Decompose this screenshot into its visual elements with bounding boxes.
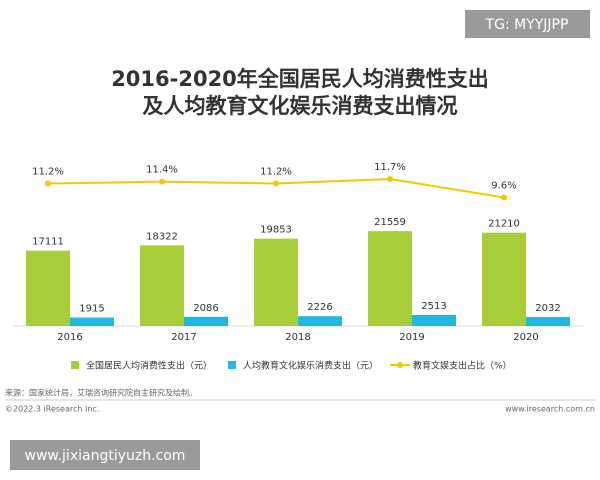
watermark-top: TG: MYYJJPP bbox=[485, 17, 569, 33]
legend-label: 全国居民人均消费性支出（元） bbox=[86, 360, 212, 372]
copyright: ©2022.3 iResearch Inc. bbox=[5, 405, 99, 414]
source: 来源：国家统计局，艾瑞咨询研究院自主研究及绘制。 bbox=[5, 388, 197, 398]
data-label: 2032 bbox=[535, 303, 560, 314]
bar bbox=[26, 250, 70, 326]
legend-label: 教育文娱支出占比（%） bbox=[413, 360, 512, 372]
bar bbox=[412, 314, 456, 326]
legend-swatch bbox=[228, 361, 236, 369]
bar bbox=[184, 316, 228, 326]
data-label: 21210 bbox=[488, 219, 520, 230]
data-label: 2513 bbox=[421, 301, 446, 312]
bar bbox=[298, 316, 342, 326]
bar bbox=[526, 317, 570, 326]
data-label: 11.4% bbox=[146, 165, 178, 176]
data-label: 21559 bbox=[374, 217, 406, 228]
line-point bbox=[501, 194, 507, 201]
data-label: 19853 bbox=[260, 225, 292, 236]
data-label: 17111 bbox=[32, 237, 64, 248]
legend-swatch bbox=[397, 362, 403, 368]
data-label: 2086 bbox=[193, 303, 218, 314]
line-point bbox=[159, 178, 165, 185]
bar bbox=[254, 238, 298, 326]
legend-label: 人均教育文化娱乐消费支出（元） bbox=[243, 360, 378, 372]
x-tick-label: 2018 bbox=[285, 332, 310, 343]
watermark-box bbox=[465, 10, 590, 38]
bar bbox=[482, 232, 526, 326]
bar bbox=[70, 317, 114, 326]
x-tick-label: 2017 bbox=[171, 332, 196, 343]
data-label: 18322 bbox=[146, 231, 178, 242]
line-point bbox=[273, 180, 279, 187]
data-label: 11.2% bbox=[260, 166, 292, 177]
legend-swatch bbox=[71, 361, 79, 369]
x-tick-label: 2020 bbox=[513, 332, 538, 343]
watermark-box bbox=[10, 440, 200, 470]
watermark-bottom: www.jixiangtiyuzh.com bbox=[25, 448, 186, 464]
chart-subtitle: 及人均教育文化娱乐消费支出情况 bbox=[143, 94, 458, 118]
bar bbox=[140, 245, 184, 326]
chart-title: 2016-2020年全国居民人均消费性支出 bbox=[111, 67, 489, 91]
bar bbox=[368, 231, 412, 326]
data-label: 11.2% bbox=[32, 166, 64, 177]
line-point bbox=[45, 180, 51, 187]
line-point bbox=[387, 176, 393, 183]
x-tick-label: 2016 bbox=[57, 332, 82, 343]
website: www.iresearch.com.cn bbox=[505, 405, 595, 414]
data-label: 1915 bbox=[79, 304, 104, 315]
data-label: 11.7% bbox=[374, 162, 406, 173]
x-tick-label: 2019 bbox=[399, 332, 424, 343]
data-label: 2226 bbox=[307, 302, 332, 313]
data-label: 9.6% bbox=[491, 181, 516, 192]
